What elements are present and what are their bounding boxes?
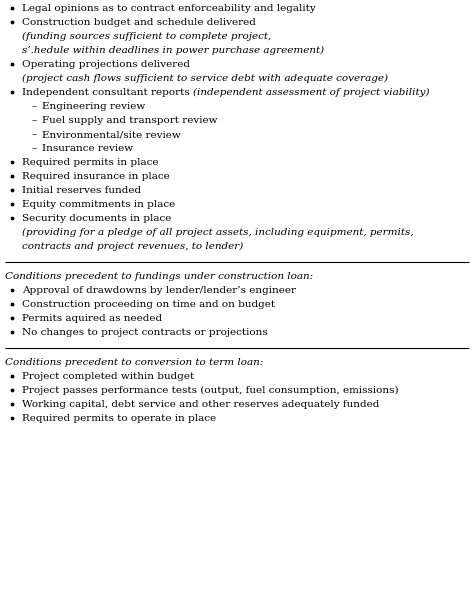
- Text: s’.hedule within deadlines in power purchase agreement): s’.hedule within deadlines in power purc…: [22, 46, 324, 55]
- Text: Legal opinions as to contract enforceability and legality: Legal opinions as to contract enforceabi…: [22, 4, 316, 13]
- Text: Required permits to operate in place: Required permits to operate in place: [22, 414, 216, 423]
- Text: (funding sources sufficient to complete project,: (funding sources sufficient to complete …: [22, 32, 271, 41]
- Text: No changes to project contracts or projections: No changes to project contracts or proje…: [22, 328, 268, 337]
- Text: Required insurance in place: Required insurance in place: [22, 172, 170, 181]
- Text: Working capital, debt service and other reserves adequately funded: Working capital, debt service and other …: [22, 400, 379, 409]
- Text: Operating projections delivered: Operating projections delivered: [22, 60, 190, 69]
- Text: Construction budget and schedule delivered: Construction budget and schedule deliver…: [22, 18, 256, 27]
- Text: (project cash flows sufficient to service debt with adequate coverage): (project cash flows sufficient to servic…: [22, 74, 388, 83]
- Text: (providing for a pledge of all project assets, including equipment, permits,: (providing for a pledge of all project a…: [22, 228, 414, 237]
- Text: –: –: [32, 130, 37, 139]
- Text: Security documents in place: Security documents in place: [22, 214, 172, 223]
- Text: Construction proceeding on time and on budget: Construction proceeding on time and on b…: [22, 300, 275, 309]
- Text: Independent consultant reports: Independent consultant reports: [22, 88, 193, 97]
- Text: Insurance review: Insurance review: [42, 144, 133, 153]
- Text: Project passes performance tests (output, fuel consumption, emissions): Project passes performance tests (output…: [22, 386, 399, 395]
- Text: –: –: [32, 144, 37, 153]
- Text: Equity commitments in place: Equity commitments in place: [22, 200, 175, 209]
- Text: Engineering review: Engineering review: [42, 102, 145, 111]
- Text: Initial reserves funded: Initial reserves funded: [22, 186, 141, 195]
- Text: Conditions precedent to fundings under construction loan:: Conditions precedent to fundings under c…: [5, 272, 313, 281]
- Text: –: –: [32, 116, 37, 125]
- Text: Conditions precedent to conversion to term loan:: Conditions precedent to conversion to te…: [5, 358, 263, 367]
- Text: –: –: [32, 102, 37, 111]
- Text: Required permits in place: Required permits in place: [22, 158, 158, 167]
- Text: Approval of drawdowns by lender/lender’s engineer: Approval of drawdowns by lender/lender’s…: [22, 286, 296, 295]
- Text: Permits aquired as needed: Permits aquired as needed: [22, 314, 162, 323]
- Text: Environmental/site review: Environmental/site review: [42, 130, 181, 139]
- Text: contracts and project revenues, to lender): contracts and project revenues, to lende…: [22, 242, 243, 251]
- Text: Project completed within budget: Project completed within budget: [22, 372, 194, 381]
- Text: (independent assessment of project viability): (independent assessment of project viabi…: [193, 88, 429, 97]
- Text: Fuel supply and transport review: Fuel supply and transport review: [42, 116, 218, 125]
